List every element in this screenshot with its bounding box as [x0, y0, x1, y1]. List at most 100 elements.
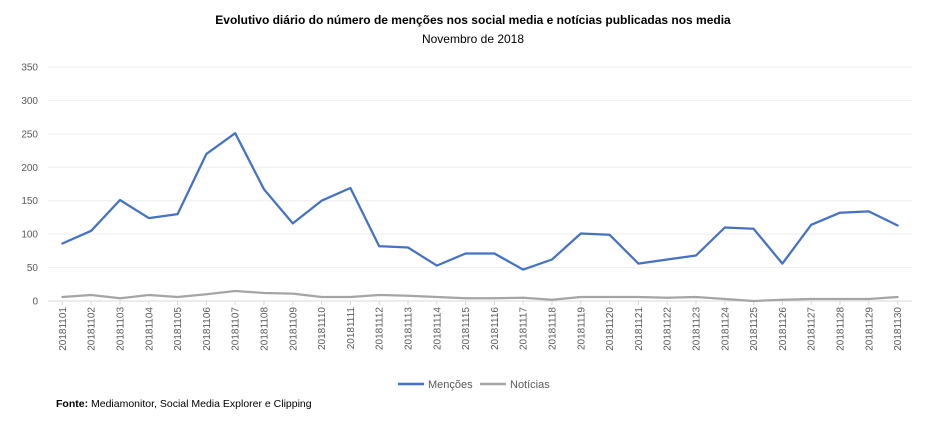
gridlines: [48, 66, 912, 302]
x-tick-label: 20181101: [58, 307, 69, 351]
data-point: [780, 262, 784, 266]
x-tick-label: 20181119: [576, 307, 587, 350]
data-point: [492, 252, 496, 256]
x-tick-label: 20181109: [288, 307, 299, 351]
data-point: [348, 295, 352, 299]
data-point: [60, 295, 64, 299]
data-point: [320, 295, 324, 299]
data-point: [320, 199, 324, 203]
data-point: [550, 298, 554, 302]
x-tick-label: 20181120: [605, 307, 616, 351]
data-point: [521, 268, 525, 272]
data-point: [665, 258, 669, 262]
data-point: [896, 295, 900, 299]
y-axis-ticks: 0 50 100 150 200 250 300 350: [21, 63, 38, 308]
data-point: [435, 295, 439, 299]
data-point: [204, 152, 208, 156]
data-point: [809, 223, 813, 227]
data-point: [464, 296, 468, 300]
x-tick-label: 20181129: [864, 307, 875, 351]
data-point: [550, 258, 554, 262]
data-point: [176, 212, 180, 216]
x-tick-label: 20181127: [807, 307, 818, 351]
data-point: [464, 252, 468, 256]
data-point: [636, 295, 640, 299]
y-tick-label: 350: [21, 63, 38, 74]
data-point: [262, 187, 266, 191]
data-point: [233, 131, 237, 135]
x-tick-label: 20181108: [260, 307, 271, 351]
data-point: [233, 289, 237, 293]
x-tick-label: 20181104: [144, 307, 155, 351]
y-tick-label: 150: [21, 196, 38, 207]
data-point: [867, 209, 871, 213]
source-note: Fonte: Mediamonitor, Social Media Explor…: [56, 398, 312, 410]
data-point: [723, 225, 727, 229]
x-tick-label: 20181128: [836, 307, 847, 351]
x-tick-label: 20181126: [778, 307, 789, 351]
data-point: [118, 296, 122, 300]
x-tick-label: 20181105: [173, 307, 184, 351]
data-point: [665, 296, 669, 300]
legend-label: Notícias: [510, 379, 550, 391]
data-point: [492, 296, 496, 300]
data-point: [608, 233, 612, 237]
data-point: [809, 297, 813, 301]
data-point: [752, 299, 756, 303]
source-label: Fonte:: [56, 398, 89, 410]
data-point: [780, 298, 784, 302]
data-point: [262, 291, 266, 295]
data-point: [579, 295, 583, 299]
data-point: [348, 186, 352, 190]
data-point: [204, 292, 208, 296]
data-point: [406, 294, 410, 298]
data-point: [176, 295, 180, 299]
x-tick-label: 20181123: [692, 307, 703, 351]
data-point: [636, 262, 640, 266]
x-tick-label: 20181106: [202, 307, 213, 351]
x-tick-label: 20181112: [375, 307, 386, 350]
chart-title: Evolutivo diário do número de menções no…: [215, 13, 731, 27]
x-tick-label: 20181116: [490, 307, 501, 350]
x-tick-label: 20181118: [548, 307, 559, 350]
x-tick-label: 20181107: [231, 307, 242, 351]
x-tick-label: 20181121: [634, 307, 645, 351]
legend-label: Menções: [428, 379, 473, 391]
x-tick-label: 20181110: [317, 307, 328, 350]
data-point: [147, 216, 151, 220]
y-tick-label: 200: [21, 163, 38, 174]
data-point: [118, 198, 122, 202]
data-point: [89, 229, 93, 233]
data-point: [147, 293, 151, 297]
data-point: [377, 293, 381, 297]
legend: Menções Notícias: [398, 379, 550, 391]
data-point: [435, 264, 439, 268]
x-tick-label: 20181111: [346, 307, 357, 350]
data-point: [406, 246, 410, 250]
x-tick-label: 20181102: [87, 307, 98, 351]
data-point: [723, 297, 727, 301]
data-point: [608, 295, 612, 299]
y-tick-label: 50: [27, 263, 39, 274]
data-point: [291, 221, 295, 225]
x-tick-label: 20181103: [116, 307, 127, 351]
series-line-menções: [61, 132, 899, 271]
y-tick-label: 0: [32, 297, 38, 308]
x-tick-label: 20181122: [663, 307, 674, 351]
data-point: [377, 244, 381, 248]
x-tick-label: 20181115: [461, 307, 472, 350]
data-point: [694, 295, 698, 299]
x-axis-ticks: 20181101 20181102 20181103 20181104 20181105…: [58, 301, 904, 351]
y-tick-label: 300: [21, 96, 38, 107]
data-point: [694, 254, 698, 258]
data-point: [521, 296, 525, 300]
x-tick-label: 20181117: [519, 307, 530, 350]
x-tick-label: 20181124: [720, 307, 731, 351]
y-tick-label: 250: [21, 129, 38, 140]
series-lines: [60, 131, 900, 303]
data-point: [838, 297, 842, 301]
data-point: [838, 211, 842, 215]
data-point: [867, 297, 871, 301]
x-tick-label: 20181130: [893, 307, 904, 351]
